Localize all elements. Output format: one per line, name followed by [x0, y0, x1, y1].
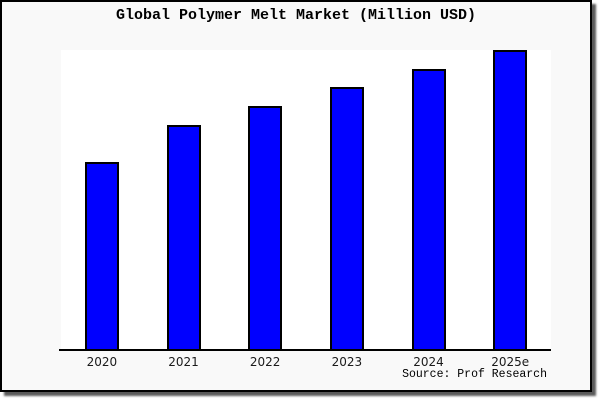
bar-slot [224, 50, 306, 349]
bar-slot [143, 50, 225, 349]
bar-slot [61, 50, 143, 349]
source-caption: Source: Prof Research [402, 368, 547, 381]
bar-2022 [248, 106, 283, 349]
chart-title: Global Polymer Melt Market (Million USD) [115, 7, 477, 24]
x-axis-label-2021: 2021 [168, 355, 199, 369]
bar-slot [306, 50, 388, 349]
bar-2023 [329, 87, 364, 349]
bars-row [61, 50, 551, 349]
x-axis-label-2023: 2023 [331, 355, 363, 369]
x-axis-label-2020: 2020 [86, 355, 118, 369]
plot-area [59, 50, 551, 351]
bar-slot [388, 50, 470, 349]
x-axis-label-2024: 2024 [413, 355, 444, 369]
chart-frame: Global Polymer Melt Market (Million USD)… [0, 0, 592, 392]
x-axis-label-2025e: 2025e [491, 355, 530, 369]
bar-2021 [166, 125, 201, 349]
bar-2025e [493, 50, 528, 349]
bar-slot [469, 50, 551, 349]
bar-2024 [411, 69, 446, 349]
bar-2020 [84, 162, 119, 349]
x-axis-labels: 2020 2021 2022 2023 2024 2025e [61, 355, 551, 369]
x-axis-label-2022: 2022 [249, 355, 281, 369]
